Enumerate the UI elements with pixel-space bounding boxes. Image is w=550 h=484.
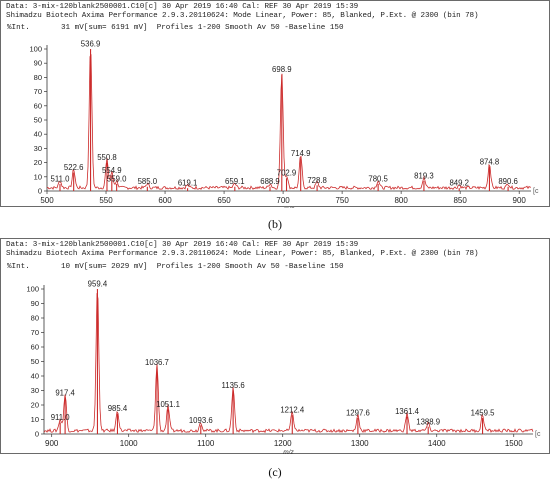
- peak-label-698.9: 698.9: [272, 65, 292, 74]
- signal-info: 31 mV[sum= 6191 mV] Profiles 1-200 Smoot…: [61, 24, 344, 32]
- y-tick-label: 10: [34, 172, 42, 181]
- x-tick-label: 1200: [274, 439, 292, 448]
- y-tick-label: 40: [34, 130, 42, 139]
- peak-label-819.3: 819.3: [414, 172, 434, 181]
- y-tick-label: 50: [34, 116, 42, 125]
- peak-label-1212.4: 1212.4: [280, 406, 305, 415]
- y-tick-label: 90: [31, 299, 39, 308]
- header-line-2: Shimadzu Biotech Axima Performance 2.9.3…: [6, 250, 479, 258]
- peak-label-1361.4: 1361.4: [395, 407, 420, 416]
- peak-label-554.9: 554.9: [102, 166, 122, 175]
- header-line-2: Shimadzu Biotech Axima Performance 2.9.3…: [6, 12, 479, 20]
- x-tick-label: 650: [217, 196, 231, 205]
- peak-label-728.8: 728.8: [307, 176, 327, 185]
- y-tick-label: 0: [38, 187, 42, 196]
- y-tick-label: 40: [31, 372, 39, 381]
- spectrum-panel-c: Data: 3-mix-120blank2500001.C10[c] 30 Ap…: [0, 238, 550, 456]
- peak-label-1093.6: 1093.6: [189, 416, 213, 425]
- x-tick-label: 500: [40, 196, 54, 205]
- peak-label-1388.9: 1388.9: [416, 417, 440, 426]
- x-tick-label: 1300: [351, 439, 369, 448]
- intensity-label: %Int.: [7, 24, 30, 32]
- y-tick-label: 20: [31, 401, 39, 410]
- intensity-label: %Int.: [7, 263, 30, 271]
- peak-label-511.0: 511.0: [51, 174, 71, 183]
- y-tick-label: 0: [35, 430, 39, 439]
- spectrum-plot-c: 0 10 20 30 40 50 60 70 80 90 100 900 1000 1100 1200 130…: [26, 280, 541, 456]
- x-tick-label: 900: [45, 439, 59, 448]
- x-tick-label: 1000: [120, 439, 138, 448]
- y-tick-label: 50: [31, 357, 39, 366]
- peak-label-550.8: 550.8: [97, 153, 117, 162]
- peak-label-1135.6: 1135.6: [221, 381, 244, 390]
- peak-label-619.1: 619.1: [178, 179, 198, 188]
- peak-label-1051.1: 1051.1: [156, 400, 180, 409]
- peak-label-522.6: 522.6: [64, 163, 84, 172]
- peak-label-849.2: 849.2: [449, 179, 469, 188]
- x-axis-label: m/z: [283, 449, 294, 455]
- x-tick-label: 1500: [505, 439, 523, 448]
- x-tick-label: 900: [513, 196, 527, 205]
- peak-label-714.9: 714.9: [291, 149, 311, 158]
- axis-end-marker: [c: [533, 188, 539, 195]
- peak-label-959.4: 959.4: [88, 280, 108, 289]
- peak-label-911.0: 911.0: [51, 413, 71, 422]
- y-tick-label: 70: [31, 328, 39, 337]
- y-tick-label: 60: [34, 101, 42, 110]
- caption-b: (b): [268, 217, 282, 231]
- x-tick-label: 800: [394, 196, 408, 205]
- y-tick-label: 20: [34, 158, 42, 167]
- x-tick-label: 1400: [428, 439, 446, 448]
- peak-label-585.0: 585.0: [138, 177, 158, 186]
- header-line-1: Data: 3-mix-120blank2500001.C10[c] 30 Ap…: [6, 3, 359, 11]
- peak-label-536.9: 536.9: [81, 40, 101, 49]
- y-tick-label: 80: [34, 73, 42, 82]
- x-tick-label: 600: [158, 196, 172, 205]
- peak-label-985.4: 985.4: [108, 404, 128, 413]
- spectrum-trace: [43, 293, 534, 434]
- y-tick-label: 80: [31, 314, 39, 323]
- y-tick-label: 100: [29, 45, 42, 54]
- x-tick-label: 1100: [197, 439, 215, 448]
- header-line-1: Data: 3-mix-120blank2500001.C10[c] 30 Ap…: [6, 241, 359, 249]
- peak-label-659.1: 659.1: [225, 177, 245, 186]
- peak-label-1036.7: 1036.7: [145, 358, 169, 367]
- x-tick-label: 850: [453, 196, 467, 205]
- x-tick-label: 700: [276, 196, 290, 205]
- spectrum-plot-b: 0 10 20 30 40 50 60 70 80 90 100 500 550 600 650 700 750…: [29, 40, 539, 209]
- y-tick-label: 70: [34, 87, 42, 96]
- y-tick-label: 100: [26, 285, 39, 294]
- spectrum-panel-b: Data: 3-mix-120blank2500001.C10[c] 30 Ap…: [0, 0, 550, 209]
- peak-label-780.5: 780.5: [368, 174, 388, 183]
- peak-label-702.9: 702.9: [277, 169, 297, 178]
- y-tick-label: 90: [34, 59, 42, 68]
- x-tick-label: 750: [335, 196, 349, 205]
- axis-end-marker: [c: [535, 431, 541, 438]
- peak-label-917.4: 917.4: [55, 388, 75, 397]
- y-tick-label: 60: [31, 343, 39, 352]
- peak-label-1459.5: 1459.5: [471, 409, 496, 418]
- x-tick-label: 550: [99, 196, 113, 205]
- y-tick-label: 30: [31, 386, 39, 395]
- peak-label-1297.6: 1297.6: [346, 409, 370, 418]
- signal-info: 10 mV[sum= 2029 mV] Profiles 1-200 Smoot…: [61, 263, 344, 271]
- peak-label-874.8: 874.8: [480, 157, 500, 166]
- caption-c: (c): [268, 465, 282, 479]
- y-tick-label: 10: [31, 415, 39, 424]
- y-tick-label: 30: [34, 144, 42, 153]
- peak-label-559.0: 559.0: [107, 174, 127, 183]
- peak-label-688.9: 688.9: [260, 177, 280, 186]
- x-axis-label: m/z: [284, 206, 295, 208]
- spectrum-trace: [46, 54, 532, 191]
- peak-label-890.6: 890.6: [498, 177, 518, 186]
